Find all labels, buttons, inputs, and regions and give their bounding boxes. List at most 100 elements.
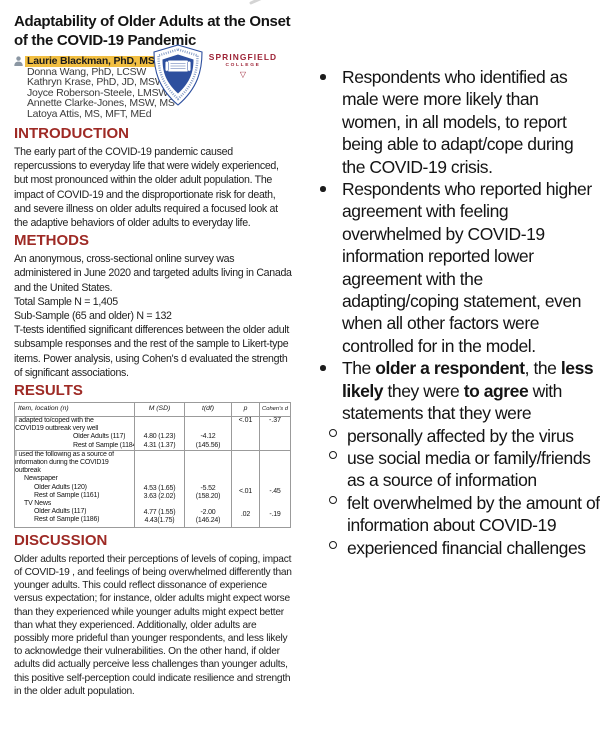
finding-text-fragment-bold: older a respondent [375,358,525,379]
springfield-college-wordmark: SPRINGFIELD COLLEGE ▽ [207,52,279,80]
finding-sub-bullet: experienced financial challenges [312,537,600,559]
table-line: Older Adults (117) [73,433,126,441]
column-header-p: p [231,402,260,418]
key-findings-column: Respondents who identified as male were … [312,66,600,559]
table-line: Older Adults (117) [34,508,87,516]
person-icon [14,56,23,67]
sub-finding-text: experienced financial challenges [347,537,586,558]
p-cell: <.01 [231,416,260,451]
table-line: Rest of Sample (1184) [73,441,134,449]
table-value: -.45 [269,487,281,495]
p-cell: <.01 .02 [231,449,260,528]
table-value: 4.80 (1.23) [143,433,176,441]
title-line-1: Adaptability of Older Adults at the Onse… [14,13,291,30]
methods-paragraph: Total Sample N = 1,405 [14,295,118,308]
results-heading: RESULTS [14,382,83,400]
finding-bullet: Respondents who identified as male were … [312,66,600,178]
table-value: (146.24) [195,516,221,524]
open-circle-bullet-icon [329,428,337,437]
open-circle-bullet-icon [329,495,337,504]
bullet-dot-icon [320,365,326,371]
column-header-tdf: t(df) [184,402,232,418]
tdf-cell: -4.12 (145.56) [184,416,232,451]
table-line: Newspaper [24,475,58,483]
author-row: Latoya Attis, MS, MFT, MEd [27,107,152,120]
author-list: Laurie Blackman, PhD, MSW Donna Wang, Ph… [14,56,292,119]
table-row-adapt-cope: I adapted to/coped with the COVID19 outb… [14,416,291,451]
bullet-dot-icon [320,74,326,80]
column-header-msd: M (SD) [134,402,185,418]
item-cell: I used the following as a source of info… [14,449,135,528]
table-value: (145.56) [195,441,221,449]
table-header-row: Item, location (n) M (SD) t(df) p Cohen'… [14,402,291,418]
open-circle-bullet-icon [329,450,337,459]
table-line: I used the following as a source of [15,450,114,458]
cohens-d-cell: -.45 -.19 [259,449,291,528]
title-line-2: of the COVID-19 Pandemic [14,32,197,49]
finding-text-fragment-bold: less likely [342,358,594,401]
sub-finding-text: personally affected by the virus [347,425,574,446]
author-row: Donna Wang, PhD, LCSW [27,65,147,78]
finding-text: The older a respondent, the less likely … [342,358,594,424]
table-row-information-sources: I used the following as a source of info… [14,449,291,528]
column-header-item: Item, location (n) [14,402,135,418]
table-value: 4.43(1.75) [144,516,175,524]
results-table: Item, location (n) M (SD) t(df) p Cohen'… [14,402,291,528]
finding-text-fragment: , the [524,358,561,379]
methods-paragraph: Sub-Sample (65 and older) N = 132 [14,310,172,323]
bullet-dot-icon [320,186,326,192]
page-title: Adaptability of Older Adults at the Onse… [14,12,292,50]
column-header-cohens-d: Cohen's d [259,402,291,418]
scan-artifact [249,0,264,5]
item-cell: I adapted to/coped with the COVID19 outb… [14,416,135,451]
finding-text: Respondents who identified as male were … [342,67,574,177]
finding-sub-bullet: felt overwhelmed by the amount of inform… [312,492,600,537]
discussion-body: Older adults reported their perceptions … [14,553,292,697]
finding-sub-bullet: personally affected by the virus [312,425,600,447]
table-value: -2.00 [200,508,216,516]
finding-bullet: The older a respondent, the less likely … [312,357,600,424]
table-line: COVID19 outbreak very well [15,425,99,433]
table-line: outbreak [15,467,41,475]
finding-sub-bullet: use social media or family/friends as a … [312,447,600,492]
methods-paragraph: An anonymous, cross-sectional online sur… [14,253,292,294]
table-line: information during the COVID19 [15,459,109,467]
author-row: Kathryn Krase, PhD, JD, MSW [27,76,165,88]
table-value: 4.53 (1.65) [143,484,176,492]
wordmark-line-1: SPRINGFIELD [208,52,278,62]
finding-text-fragment: with statements that they were [342,380,562,424]
finding-text: Respondents who reported higher agreemen… [342,179,592,356]
tdf-cell: -5.52 (158.20) -2.00 (146.24) [184,449,232,528]
author-row-highlighted: Laurie Blackman, PhD, MSW [14,56,292,67]
table-value: -.19 [269,510,281,518]
table-value: 4.31 (1.37) [143,441,176,449]
table-value: -4.12 [200,433,216,441]
introduction-heading: INTRODUCTION [14,125,129,142]
sub-finding-text: use social media or family/friends as a … [347,447,591,491]
table-value: (158.20) [195,492,221,500]
finding-text-fragment-bold: to agree [463,380,529,401]
methods-paragraph: T-tests identified significant differenc… [14,324,290,379]
table-line: Rest of Sample (1161) [34,491,100,499]
author-row: Joyce Roberson-Steele, LMSW [27,86,169,99]
table-line: I adapted to/coped with the [15,417,94,425]
table-value: 3.63 (2.02) [143,492,176,500]
springfield-shield-logo [153,44,203,106]
sub-finding-text: felt overwhelmed by the amount of inform… [347,492,600,536]
table-line: TV News [24,500,51,508]
left-column: Adaptability of Older Adults at the Onse… [14,12,292,698]
table-line: Older Adults (120) [34,483,87,491]
msd-cell: 4.53 (1.65) 3.63 (2.02) 4.77 (1.55) 4.43… [134,449,185,528]
table-value: -5.52 [200,484,216,492]
finding-bullet: Respondents who reported higher agreemen… [312,178,600,357]
wordmark-line-2: COLLEGE [225,63,261,68]
open-circle-bullet-icon [329,540,337,549]
table-value: 4.77 (1.55) [143,508,176,516]
college-triangle-icon: ▽ [239,70,247,79]
finding-text-fragment: they were [383,380,464,401]
author-name-highlighted: Laurie Blackman, PhD, MSW [25,55,167,67]
table-value: <.01 [238,487,253,495]
table-value: .02 [240,510,251,518]
author-row: Annette Clarke-Jones, MSW, MS [27,97,175,109]
